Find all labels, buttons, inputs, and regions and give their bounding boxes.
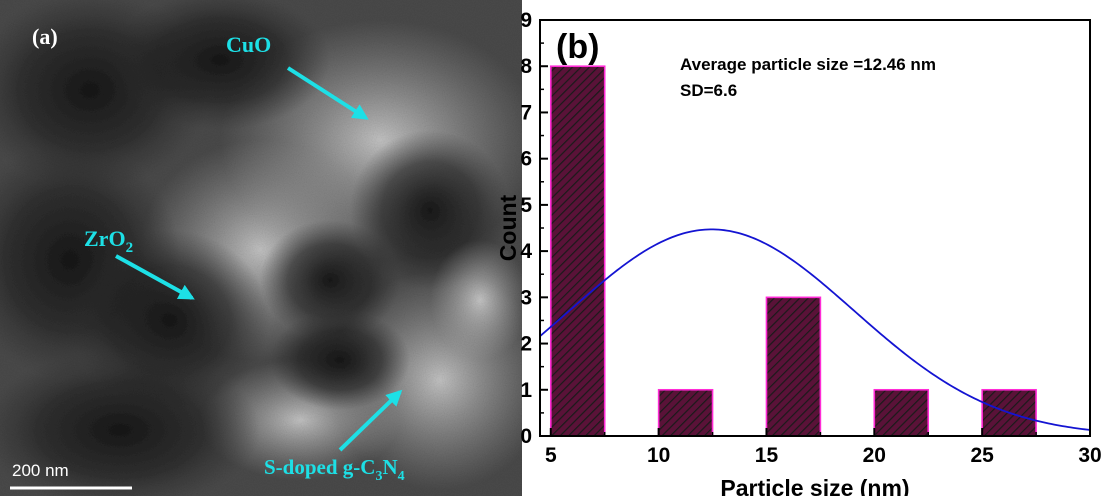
y-tick-label: 3 [520, 286, 532, 309]
y-tick-label: 8 [520, 55, 532, 78]
x-axis-ticks: 5 10 15 20 25 30 [545, 428, 1102, 467]
micrograph-texture [0, 0, 550, 501]
scale-bar-label: 200 nm [12, 461, 69, 480]
arrow-zro2 [115, 254, 195, 300]
x-tick-label: 25 [970, 444, 994, 467]
gaussian-fit-curve [540, 228, 1090, 431]
y-tick-label: 2 [520, 333, 532, 356]
annotation-s-doped-gcn: S-doped g-C3N4 [264, 455, 405, 484]
y-tick-label: 7 [520, 101, 532, 124]
histogram-bar-2 [657, 388, 714, 437]
y-tick-label: 1 [520, 379, 532, 402]
y-tick-label: 6 [520, 148, 532, 171]
sd-annotation: SD=6.6 [680, 81, 737, 100]
y-tick-label: 0 [520, 425, 532, 448]
y-axis-label: Count [495, 194, 521, 261]
x-axis-label: Particle size (nm) [720, 475, 909, 496]
x-tick-label: 15 [755, 444, 779, 467]
average-size-annotation: Average particle size =12.46 nm [680, 55, 936, 74]
histogram-bar-3 [765, 296, 822, 437]
panel-label-b: (b) [556, 28, 599, 66]
histogram-bar-1 [549, 65, 606, 437]
tem-micrograph-panel: (a) CuO ZrO2 S-doped g-C3N4 200 nm [0, 0, 550, 501]
x-tick-label: 5 [545, 444, 557, 467]
panel-label-a: (a) [32, 24, 58, 49]
y-tick-label: 4 [520, 240, 532, 263]
x-tick-label: 10 [647, 444, 670, 467]
particle-size-histogram: 5 10 15 20 25 30 0 1 2 3 4 5 6 7 8 9 (b) Average parti… [495, 9, 1102, 501]
histogram-bar-4 [873, 388, 930, 437]
annotation-cuo: CuO [226, 32, 271, 57]
histogram-bars [549, 65, 1037, 437]
arrow-cuo [286, 66, 369, 120]
x-tick-label: 20 [863, 444, 886, 467]
x-tick-label: 30 [1078, 444, 1101, 467]
y-tick-label: 5 [520, 194, 532, 217]
histogram-panel: 5 10 15 20 25 30 0 1 2 3 4 5 6 7 8 9 (b) Average parti… [486, 0, 1107, 501]
y-axis-ticks: 0 1 2 3 4 5 6 7 8 9 [520, 9, 548, 448]
arrow-s-doped-gcn [338, 389, 403, 452]
y-tick-label: 9 [520, 9, 532, 32]
annotation-zro2: ZrO2 [84, 226, 133, 256]
tem-micrograph: (a) CuO ZrO2 S-doped g-C3N4 200 nm [0, 0, 550, 501]
